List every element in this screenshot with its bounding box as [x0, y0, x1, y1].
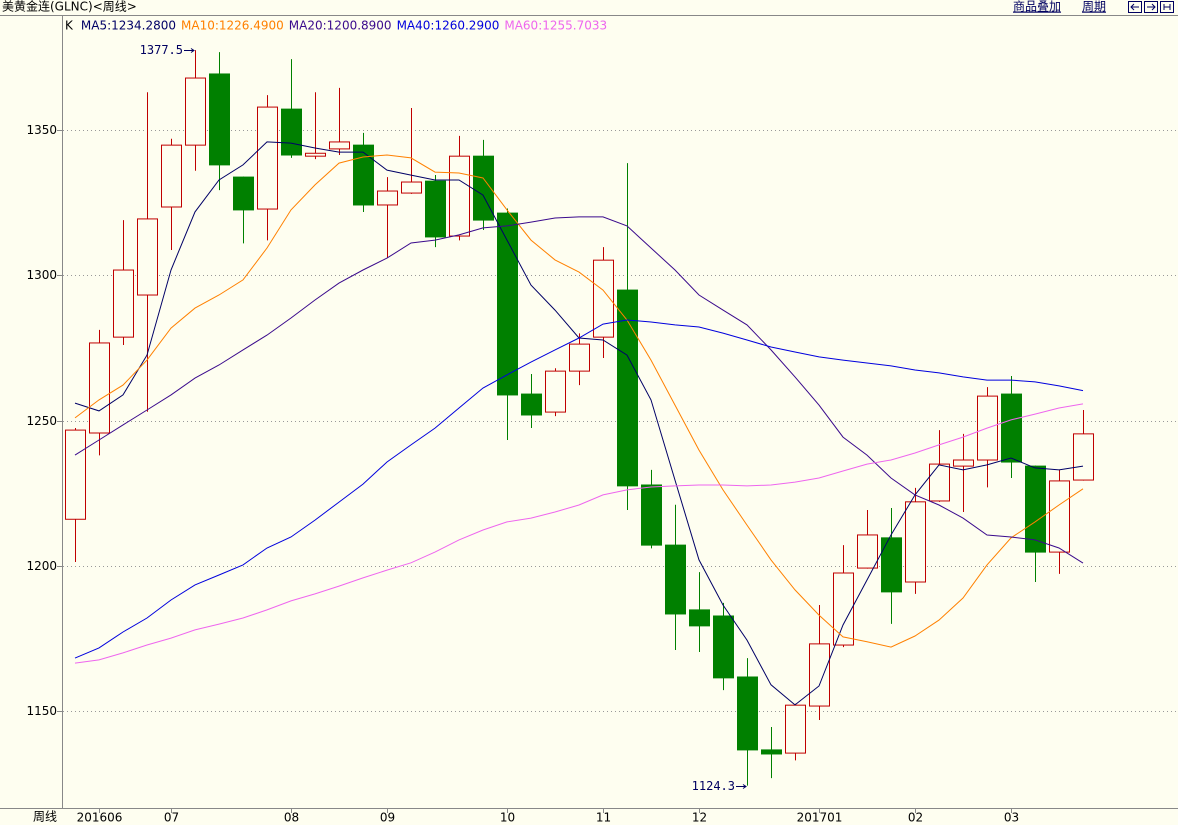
- nav-icon[interactable]: [1128, 1, 1142, 13]
- toolbar-button[interactable]: 商品叠加: [1013, 0, 1061, 14]
- candle-body: [233, 176, 254, 211]
- candle-body: [929, 463, 950, 502]
- x-tick-label: 201701: [797, 811, 843, 825]
- candle-body: [665, 544, 686, 615]
- candle-body: [209, 73, 230, 166]
- x-tick-label: 201606: [77, 811, 123, 825]
- x-tick-label: 07: [164, 811, 179, 825]
- x-tick-label: 10: [500, 811, 515, 825]
- y-tick-label: 1250: [26, 414, 57, 428]
- candle-body: [713, 615, 734, 679]
- candle-body: [569, 343, 590, 372]
- nav-icons: [1128, 1, 1174, 13]
- nav-icon-glyph: [1147, 3, 1156, 11]
- x-tick-label: 09: [380, 811, 395, 825]
- candle-body: [689, 609, 710, 627]
- candle-body: [113, 269, 134, 338]
- legend-entry: MA10:1226.4900: [181, 19, 284, 33]
- legend-label: K: [65, 19, 74, 33]
- candle-body: [545, 370, 566, 413]
- candles: [65, 50, 1094, 786]
- candle-body: [761, 749, 782, 755]
- candle-body: [881, 537, 902, 593]
- candle-body: [329, 141, 350, 150]
- candle-body: [593, 259, 614, 338]
- legend-entry: MA40:1260.2900: [397, 19, 500, 33]
- candle-body: [137, 218, 158, 296]
- nav-icon-glyph: [1163, 4, 1171, 10]
- candle-body: [185, 77, 206, 146]
- high-label: 1377.5: [140, 43, 183, 57]
- ma-line: [74, 216, 1084, 564]
- candle-body: [1049, 480, 1070, 553]
- candle-body: [281, 108, 302, 156]
- candle-body: [377, 190, 398, 206]
- ma-line: [74, 403, 1084, 664]
- y-tick-label: 1150: [26, 704, 57, 718]
- low-label: 1124.3: [692, 779, 735, 793]
- candle-body: [161, 144, 182, 208]
- candle-body: [473, 155, 494, 221]
- y-tick-label: 1350: [26, 123, 57, 137]
- x-tick-label: 12: [692, 811, 707, 825]
- nav-icon-glyph: [1130, 3, 1139, 11]
- x-tick-label: 11: [596, 811, 611, 825]
- candle-body: [737, 676, 758, 751]
- x-tick-label: 08: [284, 811, 299, 825]
- candle-body: [905, 501, 926, 583]
- candle-body: [857, 534, 878, 569]
- period-label: 周线: [33, 810, 57, 824]
- candle-body: [305, 152, 326, 157]
- legend-entry: MA60:1255.7033: [504, 19, 607, 33]
- candle-body: [257, 106, 278, 210]
- candle-body: [1025, 465, 1046, 553]
- legend-entry: MA5:1234.2800: [81, 19, 176, 33]
- toolbar-button[interactable]: 周期: [1082, 0, 1106, 14]
- y-tick-label: 1300: [26, 268, 57, 282]
- candle-body: [89, 342, 110, 434]
- candle-body: [785, 704, 806, 754]
- candle-body: [353, 144, 374, 206]
- candle-body: [809, 643, 830, 707]
- candle-body: [521, 393, 542, 416]
- nav-icon[interactable]: [1160, 1, 1174, 13]
- y-tick-label: 1200: [26, 559, 57, 573]
- candle-body: [65, 429, 86, 520]
- ma-line: [74, 154, 1084, 648]
- candle-body: [1073, 433, 1094, 481]
- candle-body: [617, 289, 638, 487]
- legend-entry: MA20:1200.8900: [289, 19, 392, 33]
- nav-icon[interactable]: [1144, 1, 1158, 13]
- candle-body: [953, 459, 974, 467]
- x-tick-label: 03: [1004, 811, 1019, 825]
- candle-body: [401, 181, 422, 194]
- candle-body: [497, 212, 518, 396]
- candle-body: [425, 180, 446, 238]
- chart-title: 美黄金连(GLNC)<周线>: [2, 0, 137, 14]
- label-arrow: [736, 784, 747, 789]
- candle-body: [1001, 393, 1022, 463]
- label-arrow: [184, 48, 195, 53]
- ma-line: [74, 319, 1084, 659]
- x-tick-label: 02: [908, 811, 923, 825]
- candle-body: [449, 155, 470, 237]
- candle-body: [641, 484, 662, 546]
- candle-body: [833, 572, 854, 646]
